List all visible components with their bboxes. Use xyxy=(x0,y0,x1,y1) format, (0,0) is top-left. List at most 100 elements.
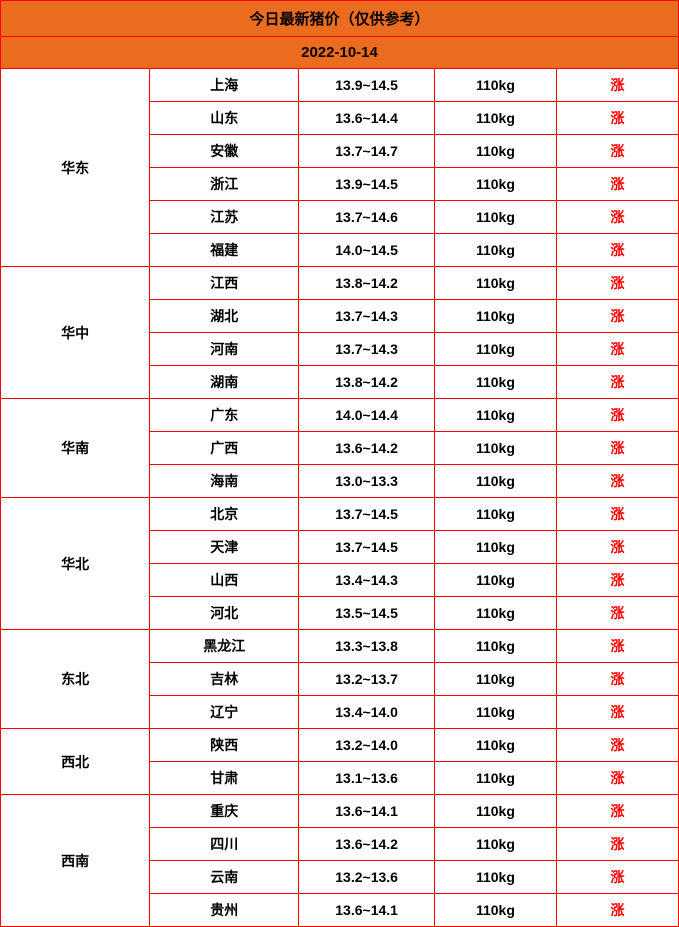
province-cell: 山东 xyxy=(150,102,299,135)
region-cell: 华南 xyxy=(1,399,150,498)
price-cell: 13.4~14.3 xyxy=(299,564,435,597)
weight-cell: 110kg xyxy=(434,894,556,927)
price-cell: 13.9~14.5 xyxy=(299,69,435,102)
weight-cell: 110kg xyxy=(434,630,556,663)
trend-cell: 涨 xyxy=(556,69,678,102)
trend-cell: 涨 xyxy=(556,366,678,399)
price-cell: 14.0~14.5 xyxy=(299,234,435,267)
province-cell: 陕西 xyxy=(150,729,299,762)
price-cell: 13.2~13.6 xyxy=(299,861,435,894)
price-cell: 13.7~14.5 xyxy=(299,498,435,531)
weight-cell: 110kg xyxy=(434,597,556,630)
weight-cell: 110kg xyxy=(434,300,556,333)
price-cell: 13.8~14.2 xyxy=(299,366,435,399)
weight-cell: 110kg xyxy=(434,498,556,531)
price-cell: 13.7~14.6 xyxy=(299,201,435,234)
province-cell: 广东 xyxy=(150,399,299,432)
region-cell: 华中 xyxy=(1,267,150,399)
trend-cell: 涨 xyxy=(556,630,678,663)
price-cell: 13.7~14.7 xyxy=(299,135,435,168)
price-table-container: 今日最新猪价（仅供参考） 2022-10-14 华东上海13.9~14.5110… xyxy=(0,0,679,927)
province-cell: 云南 xyxy=(150,861,299,894)
province-cell: 河南 xyxy=(150,333,299,366)
trend-cell: 涨 xyxy=(556,168,678,201)
region-cell: 东北 xyxy=(1,630,150,729)
province-cell: 福建 xyxy=(150,234,299,267)
trend-cell: 涨 xyxy=(556,234,678,267)
price-cell: 13.3~13.8 xyxy=(299,630,435,663)
province-cell: 上海 xyxy=(150,69,299,102)
trend-cell: 涨 xyxy=(556,663,678,696)
weight-cell: 110kg xyxy=(434,696,556,729)
province-cell: 重庆 xyxy=(150,795,299,828)
price-cell: 13.6~14.1 xyxy=(299,894,435,927)
province-cell: 湖北 xyxy=(150,300,299,333)
trend-cell: 涨 xyxy=(556,894,678,927)
title-row: 今日最新猪价（仅供参考） xyxy=(1,1,679,37)
province-cell: 海南 xyxy=(150,465,299,498)
trend-cell: 涨 xyxy=(556,696,678,729)
weight-cell: 110kg xyxy=(434,762,556,795)
price-cell: 13.6~14.2 xyxy=(299,432,435,465)
province-cell: 山西 xyxy=(150,564,299,597)
weight-cell: 110kg xyxy=(434,729,556,762)
trend-cell: 涨 xyxy=(556,267,678,300)
weight-cell: 110kg xyxy=(434,135,556,168)
table-row: 西北陕西13.2~14.0110kg涨 xyxy=(1,729,679,762)
trend-cell: 涨 xyxy=(556,828,678,861)
weight-cell: 110kg xyxy=(434,663,556,696)
price-cell: 13.6~14.1 xyxy=(299,795,435,828)
weight-cell: 110kg xyxy=(434,168,556,201)
region-cell: 华东 xyxy=(1,69,150,267)
price-cell: 13.1~13.6 xyxy=(299,762,435,795)
trend-cell: 涨 xyxy=(556,498,678,531)
region-cell: 华北 xyxy=(1,498,150,630)
price-cell: 13.7~14.5 xyxy=(299,531,435,564)
price-cell: 13.9~14.5 xyxy=(299,168,435,201)
province-cell: 黑龙江 xyxy=(150,630,299,663)
province-cell: 吉林 xyxy=(150,663,299,696)
price-cell: 13.4~14.0 xyxy=(299,696,435,729)
weight-cell: 110kg xyxy=(434,465,556,498)
province-cell: 广西 xyxy=(150,432,299,465)
weight-cell: 110kg xyxy=(434,399,556,432)
region-cell: 西南 xyxy=(1,795,150,927)
province-cell: 北京 xyxy=(150,498,299,531)
price-cell: 14.0~14.4 xyxy=(299,399,435,432)
table-row: 华北北京13.7~14.5110kg涨 xyxy=(1,498,679,531)
weight-cell: 110kg xyxy=(434,861,556,894)
price-cell: 13.7~14.3 xyxy=(299,333,435,366)
price-cell: 13.0~13.3 xyxy=(299,465,435,498)
weight-cell: 110kg xyxy=(434,828,556,861)
weight-cell: 110kg xyxy=(434,432,556,465)
price-cell: 13.6~14.2 xyxy=(299,828,435,861)
province-cell: 贵州 xyxy=(150,894,299,927)
trend-cell: 涨 xyxy=(556,432,678,465)
weight-cell: 110kg xyxy=(434,333,556,366)
province-cell: 江西 xyxy=(150,267,299,300)
price-table: 今日最新猪价（仅供参考） 2022-10-14 华东上海13.9~14.5110… xyxy=(0,0,679,927)
weight-cell: 110kg xyxy=(434,564,556,597)
price-cell: 13.6~14.4 xyxy=(299,102,435,135)
trend-cell: 涨 xyxy=(556,564,678,597)
trend-cell: 涨 xyxy=(556,201,678,234)
date-row: 2022-10-14 xyxy=(1,37,679,69)
trend-cell: 涨 xyxy=(556,135,678,168)
weight-cell: 110kg xyxy=(434,531,556,564)
province-cell: 天津 xyxy=(150,531,299,564)
table-row: 华东上海13.9~14.5110kg涨 xyxy=(1,69,679,102)
trend-cell: 涨 xyxy=(556,729,678,762)
province-cell: 安徽 xyxy=(150,135,299,168)
trend-cell: 涨 xyxy=(556,465,678,498)
trend-cell: 涨 xyxy=(556,861,678,894)
province-cell: 江苏 xyxy=(150,201,299,234)
weight-cell: 110kg xyxy=(434,201,556,234)
weight-cell: 110kg xyxy=(434,69,556,102)
region-cell: 西北 xyxy=(1,729,150,795)
price-cell: 13.8~14.2 xyxy=(299,267,435,300)
price-cell: 13.5~14.5 xyxy=(299,597,435,630)
trend-cell: 涨 xyxy=(556,762,678,795)
trend-cell: 涨 xyxy=(556,597,678,630)
weight-cell: 110kg xyxy=(434,234,556,267)
price-cell: 13.7~14.3 xyxy=(299,300,435,333)
